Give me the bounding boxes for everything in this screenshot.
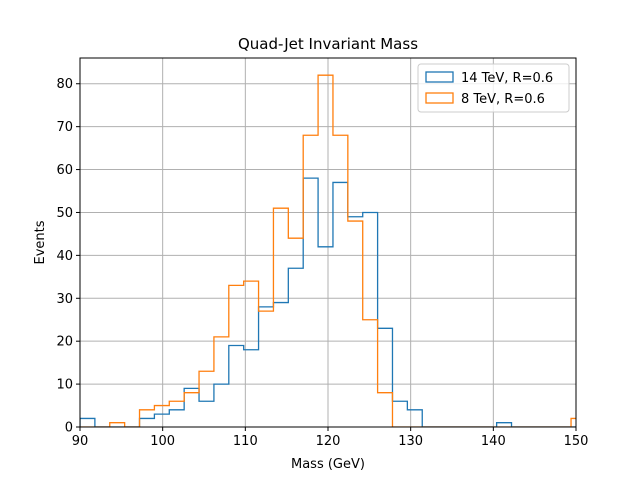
legend-swatch	[425, 71, 454, 83]
histogram-bin	[333, 135, 348, 427]
histogram-bin	[363, 320, 378, 427]
histogram-bin	[154, 406, 169, 427]
y-tick-label: 50	[56, 206, 73, 221]
histogram-bin	[348, 221, 363, 427]
series-layer	[80, 74, 576, 427]
y-tick-label: 10	[56, 378, 73, 393]
x-tick-label: 130	[398, 434, 423, 449]
histogram-bin	[303, 135, 318, 427]
y-tick-label: 60	[56, 163, 73, 178]
legend-entry-label: 8 TeV, R=0.6	[461, 92, 545, 107]
y-tick-label: 80	[56, 77, 73, 92]
x-tick-label: 120	[316, 434, 341, 449]
ticks-layer: 90 100 110 120 130 140 150 0 10 20 30 40 50 60 70 80	[56, 77, 588, 449]
histogram-bin	[318, 75, 333, 427]
series-2	[80, 74, 576, 427]
x-tick-label: 100	[150, 434, 175, 449]
legend-entry-label: 14 TeV, R=0.6	[461, 71, 553, 86]
x-axis-label: Mass (GeV)	[291, 457, 365, 472]
histogram-bin	[169, 401, 184, 427]
histogram-bin	[110, 423, 125, 427]
histogram-bin	[199, 371, 214, 427]
x-tick-label: 150	[564, 434, 589, 449]
legend-box	[417, 63, 570, 113]
histogram-bin	[392, 401, 407, 427]
y-axis-label: Events	[33, 220, 48, 264]
histogram-bin	[273, 208, 288, 427]
y-tick-label: 0	[65, 421, 73, 436]
x-tick-label: 90	[72, 434, 89, 449]
legend-swatch	[425, 92, 454, 104]
histogram-bin	[378, 393, 393, 427]
histogram-bin	[184, 393, 199, 427]
histogram-bin	[244, 281, 259, 427]
x-tick-label: 140	[481, 434, 506, 449]
legend: 14 TeV, R=0.6 8 TeV, R=0.6	[417, 63, 570, 113]
histogram-bin	[259, 311, 274, 427]
histogram-bin	[214, 337, 229, 427]
histogram-bin	[288, 238, 303, 427]
histogram-bin	[407, 410, 422, 427]
histogram-bin	[140, 410, 155, 427]
series-step-line	[80, 74, 576, 427]
y-tick-label: 30	[56, 292, 73, 307]
x-tick-label: 110	[233, 434, 258, 449]
y-tick-label: 70	[56, 120, 73, 135]
chart-title: Quad-Jet Invariant Mass	[238, 35, 418, 53]
histogram-bin	[229, 285, 244, 427]
y-tick-label: 40	[56, 249, 73, 264]
histogram-bin	[80, 418, 95, 427]
y-tick-label: 20	[56, 335, 73, 350]
